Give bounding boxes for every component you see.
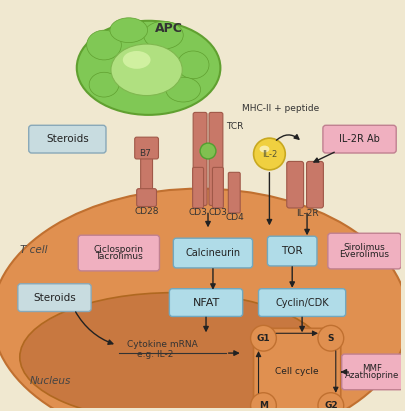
FancyBboxPatch shape bbox=[29, 125, 106, 153]
FancyBboxPatch shape bbox=[209, 112, 223, 206]
Text: Azathioprine: Azathioprine bbox=[345, 371, 400, 380]
FancyBboxPatch shape bbox=[135, 137, 158, 159]
Text: MMF: MMF bbox=[362, 364, 382, 373]
FancyBboxPatch shape bbox=[169, 289, 243, 316]
Text: M: M bbox=[259, 401, 268, 410]
Text: CD28: CD28 bbox=[134, 208, 159, 217]
Ellipse shape bbox=[110, 18, 147, 43]
Ellipse shape bbox=[0, 189, 405, 411]
Ellipse shape bbox=[20, 293, 327, 411]
Text: G2: G2 bbox=[324, 401, 338, 410]
FancyBboxPatch shape bbox=[328, 233, 401, 269]
Text: Cytokine mRNA: Cytokine mRNA bbox=[127, 340, 198, 349]
Text: Ciclosporin: Ciclosporin bbox=[94, 245, 144, 254]
Ellipse shape bbox=[89, 72, 119, 97]
Text: CD4: CD4 bbox=[225, 213, 244, 222]
FancyBboxPatch shape bbox=[323, 125, 396, 153]
FancyBboxPatch shape bbox=[228, 172, 240, 213]
Ellipse shape bbox=[144, 21, 183, 49]
Ellipse shape bbox=[77, 21, 220, 115]
Text: Sirolimus: Sirolimus bbox=[343, 243, 386, 252]
Text: TOR: TOR bbox=[281, 246, 303, 256]
Ellipse shape bbox=[260, 145, 269, 152]
Ellipse shape bbox=[177, 51, 209, 79]
Circle shape bbox=[200, 143, 216, 159]
FancyBboxPatch shape bbox=[267, 236, 317, 266]
FancyBboxPatch shape bbox=[258, 289, 346, 316]
Text: IL-2R Ab: IL-2R Ab bbox=[339, 134, 380, 144]
Text: Calcineurin: Calcineurin bbox=[185, 248, 241, 258]
Circle shape bbox=[251, 393, 276, 411]
Text: CD3: CD3 bbox=[209, 208, 227, 217]
Text: Nucleus: Nucleus bbox=[30, 376, 71, 386]
Text: Everolimus: Everolimus bbox=[339, 250, 390, 259]
Ellipse shape bbox=[111, 44, 182, 96]
Ellipse shape bbox=[87, 30, 122, 60]
FancyBboxPatch shape bbox=[342, 354, 403, 390]
Text: Tacrolimus: Tacrolimus bbox=[95, 252, 143, 261]
FancyBboxPatch shape bbox=[137, 189, 156, 206]
Text: Steroids: Steroids bbox=[46, 134, 89, 144]
Circle shape bbox=[254, 138, 285, 170]
FancyBboxPatch shape bbox=[287, 162, 304, 208]
Text: CD3: CD3 bbox=[189, 208, 207, 217]
Text: G1: G1 bbox=[257, 334, 270, 343]
Text: APC: APC bbox=[154, 22, 182, 35]
FancyBboxPatch shape bbox=[18, 284, 91, 312]
Text: Steroids: Steroids bbox=[33, 293, 76, 302]
Text: IL-2: IL-2 bbox=[262, 150, 277, 159]
FancyBboxPatch shape bbox=[193, 167, 204, 208]
Text: T cell: T cell bbox=[20, 245, 47, 255]
Circle shape bbox=[251, 326, 276, 351]
Text: S: S bbox=[328, 334, 334, 343]
FancyBboxPatch shape bbox=[193, 112, 207, 206]
Text: Cell cycle: Cell cycle bbox=[275, 367, 319, 376]
Text: e.g. IL-2: e.g. IL-2 bbox=[137, 350, 173, 359]
Circle shape bbox=[318, 326, 344, 351]
Text: B7: B7 bbox=[139, 149, 151, 158]
Text: TCR: TCR bbox=[226, 122, 243, 131]
Ellipse shape bbox=[123, 51, 151, 69]
FancyBboxPatch shape bbox=[307, 162, 324, 208]
FancyBboxPatch shape bbox=[78, 235, 160, 271]
FancyBboxPatch shape bbox=[254, 328, 341, 411]
Text: MHC-II + peptide: MHC-II + peptide bbox=[242, 104, 319, 113]
Text: NFAT: NFAT bbox=[192, 298, 220, 307]
Text: IL-2R: IL-2R bbox=[296, 209, 318, 218]
FancyBboxPatch shape bbox=[213, 167, 224, 208]
FancyBboxPatch shape bbox=[141, 152, 153, 201]
Circle shape bbox=[318, 393, 344, 411]
FancyBboxPatch shape bbox=[173, 238, 253, 268]
Text: Cyclin/CDK: Cyclin/CDK bbox=[275, 298, 329, 307]
Ellipse shape bbox=[166, 77, 200, 102]
